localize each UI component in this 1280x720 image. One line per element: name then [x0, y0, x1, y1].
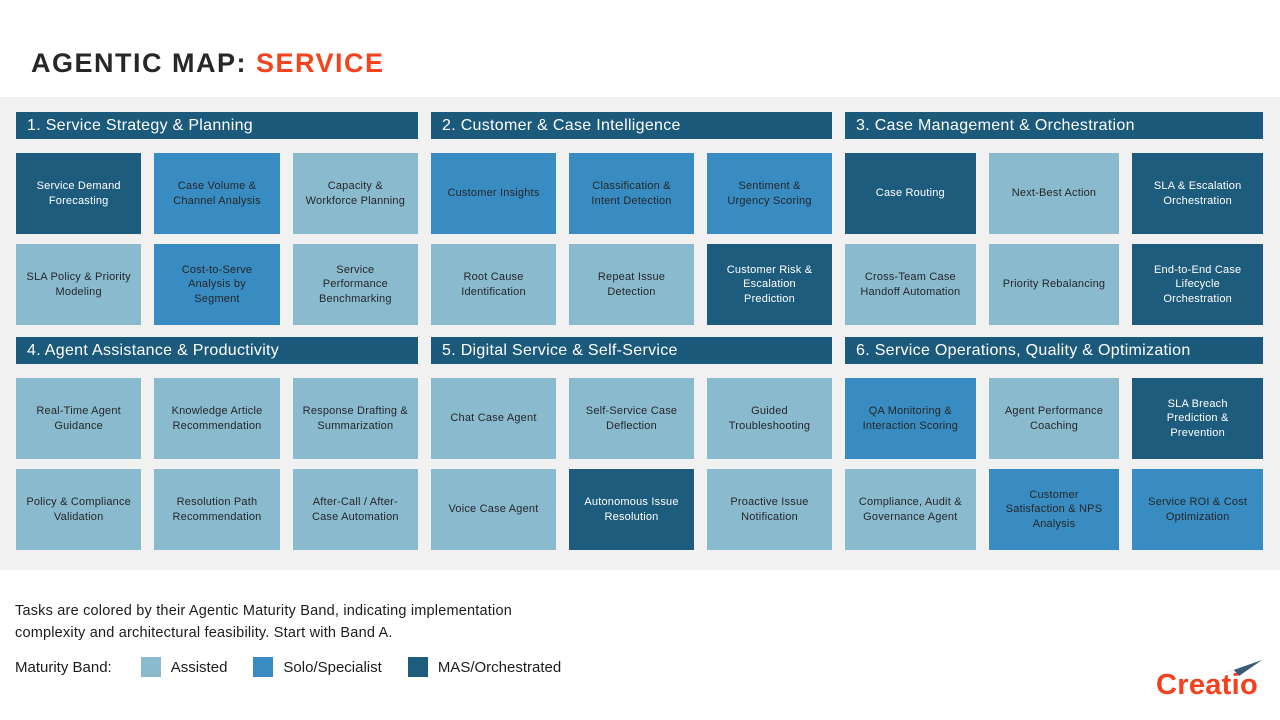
legend-item: Assisted [140, 657, 228, 677]
task-tile: Service Demand Forecasting [16, 153, 142, 234]
task-tile: Cost-to-Serve Analysis by Segment [154, 244, 280, 325]
task-tile: SLA & Escalation Orchestration [1132, 153, 1263, 234]
legend-item-label: Solo/Specialist [283, 658, 382, 676]
task-tile: Knowledge Article Recommendation [154, 378, 280, 459]
solo-swatch [253, 657, 274, 677]
task-tile: Priority Rebalancing [988, 244, 1120, 325]
section-header: 3. Case Management & Orchestration [845, 112, 1263, 139]
legend-item: Solo/Specialist [253, 657, 382, 677]
sections-grid: 1. Service Strategy & Planning Service De… [16, 112, 1263, 550]
section-tiles: Service Demand Forecasting Case Volume & … [16, 153, 418, 325]
task-tile: SLA Breach Prediction & Prevention [1132, 378, 1263, 459]
task-tile: Customer Risk & Escalation Prediction [707, 244, 832, 325]
section-header: 2. Customer & Case Intelligence [431, 112, 832, 139]
section-header: 4. Agent Assistance & Productivity [16, 337, 418, 364]
task-tile: Resolution Path Recommendation [154, 469, 280, 550]
page-title: AGENTIC MAP: SERVICE [31, 48, 385, 79]
maturity-legend: Maturity Band: Assisted Solo/Specialist MA… [15, 657, 587, 677]
task-tile: Self-Service Case Deflection [569, 378, 694, 459]
task-tile: Proactive Issue Notification [707, 469, 832, 550]
task-tile: Next-Best Action [988, 153, 1120, 234]
task-tile: Root Cause Identification [431, 244, 556, 325]
task-tile: Voice Case Agent [431, 469, 556, 550]
section-tiles: Case Routing Next-Best Action SLA & Escala… [845, 153, 1263, 325]
legend-items: Assisted Solo/Specialist MAS/Orchestrated [140, 657, 587, 677]
task-tile: Customer Insights [431, 153, 556, 234]
task-tile: Response Drafting & Summarization [292, 378, 418, 459]
section-1: 1. Service Strategy & Planning Service De… [16, 112, 418, 325]
task-tile: After-Call / After-Case Automation [292, 469, 418, 550]
task-tile: Case Volume & Channel Analysis [154, 153, 280, 234]
legend-item: MAS/Orchestrated [407, 657, 562, 677]
task-tile: Sentiment & Urgency Scoring [707, 153, 832, 234]
task-tile: Service Performance Benchmarking [292, 244, 418, 325]
task-tile: Autonomous Issue Resolution [569, 469, 694, 550]
task-tile: Compliance, Audit & Governance Agent [845, 469, 976, 550]
task-tile: QA Monitoring & Interaction Scoring [845, 378, 976, 459]
task-tile: Guided Troubleshooting [707, 378, 832, 459]
section-tiles: Customer Insights Classification & Intent… [431, 153, 832, 325]
section-6: 6. Service Operations, Quality & Optimiz… [845, 337, 1263, 550]
section-tiles: Real-Time Agent Guidance Knowledge Articl… [16, 378, 418, 550]
task-tile: Chat Case Agent [431, 378, 556, 459]
task-tile: End-to-End Case Lifecycle Orchestration [1132, 244, 1263, 325]
page-title-highlight: SERVICE [256, 48, 385, 79]
section-3: 3. Case Management & Orchestration Case R… [845, 112, 1263, 325]
section-tiles: QA Monitoring & Interaction Scoring Agent… [845, 378, 1263, 550]
section-header: 6. Service Operations, Quality & Optimiz… [845, 337, 1263, 364]
task-tile: Cross-Team Case Handoff Automation [845, 244, 976, 325]
maturity-note: Tasks are colored by their Agentic Matur… [15, 602, 512, 641]
legend-item-label: Assisted [170, 658, 228, 676]
legend-title: Maturity Band: [15, 658, 112, 676]
task-tile: Classification & Intent Detection [569, 153, 694, 234]
task-tile: Capacity & Workforce Planning [292, 153, 418, 234]
page-title-prefix: AGENTIC MAP: [31, 48, 256, 79]
legend-item-label: MAS/Orchestrated [437, 658, 562, 676]
creatio-plane-icon [1222, 660, 1262, 676]
section-2: 2. Customer & Case Intelligence Customer … [431, 112, 832, 325]
section-5: 5. Digital Service & Self-Service Chat Ca… [431, 337, 832, 550]
assisted-swatch [140, 657, 161, 677]
task-tile: Real-Time Agent Guidance [16, 378, 142, 459]
task-tile: Policy & Compliance Validation [16, 469, 142, 550]
section-header: 1. Service Strategy & Planning [16, 112, 418, 139]
task-tile: Customer Satisfaction & NPS Analysis [988, 469, 1120, 550]
section-4: 4. Agent Assistance & Productivity Real-T… [16, 337, 418, 550]
section-header: 5. Digital Service & Self-Service [431, 337, 832, 364]
task-tile: Service ROI & Cost Optimization [1132, 469, 1263, 550]
mas-swatch [407, 657, 428, 677]
section-tiles: Chat Case Agent Self-Service Case Deflect… [431, 378, 832, 550]
creatio-logo: Creatio [1156, 660, 1262, 702]
task-tile: Repeat Issue Detection [569, 244, 694, 325]
task-tile: SLA Policy & Priority Modeling [16, 244, 142, 325]
task-tile: Agent Performance Coaching [988, 378, 1120, 459]
task-tile: Case Routing [845, 153, 976, 234]
